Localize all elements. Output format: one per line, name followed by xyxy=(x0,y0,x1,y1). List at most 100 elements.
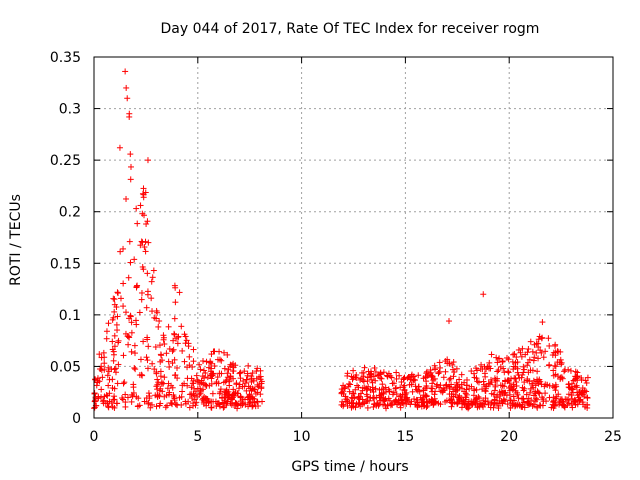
data-point xyxy=(216,370,223,377)
data-point xyxy=(137,242,144,249)
data-point xyxy=(506,380,513,387)
data-point xyxy=(402,391,409,398)
data-point xyxy=(214,374,221,381)
data-point xyxy=(525,369,532,376)
data-point xyxy=(145,390,152,397)
data-point xyxy=(128,348,135,355)
data-point xyxy=(120,352,127,359)
data-point xyxy=(372,385,379,392)
data-point xyxy=(114,327,121,334)
data-point xyxy=(523,391,530,398)
data-point xyxy=(549,352,556,359)
data-point xyxy=(200,380,207,387)
data-point xyxy=(111,343,118,350)
data-point xyxy=(105,364,112,371)
data-point xyxy=(132,366,139,373)
data-point xyxy=(115,361,122,368)
data-point xyxy=(484,398,491,405)
data-point xyxy=(186,404,193,411)
x-tick-label: 15 xyxy=(396,429,414,445)
data-point xyxy=(535,355,542,362)
data-point xyxy=(153,370,160,377)
data-point xyxy=(179,347,186,354)
data-point xyxy=(156,342,163,349)
data-point xyxy=(99,374,106,381)
data-point xyxy=(139,372,146,379)
data-point xyxy=(109,403,116,410)
data-point xyxy=(557,348,564,355)
data-point xyxy=(427,367,434,374)
data-point xyxy=(153,403,160,410)
data-point xyxy=(99,398,106,405)
data-point xyxy=(415,383,422,390)
data-point xyxy=(134,403,141,410)
data-point xyxy=(496,355,503,362)
data-point xyxy=(149,274,156,281)
y-tick-label: 0.2 xyxy=(59,205,81,221)
data-point xyxy=(111,301,118,308)
data-point xyxy=(150,267,157,274)
data-point xyxy=(397,404,404,411)
data-point xyxy=(127,163,134,170)
data-point xyxy=(431,366,438,373)
data-point xyxy=(340,401,347,408)
data-point xyxy=(436,359,443,366)
data-point xyxy=(225,388,232,395)
data-point xyxy=(134,220,141,227)
data-point xyxy=(535,389,542,396)
data-point xyxy=(474,367,481,374)
data-point xyxy=(570,377,577,384)
data-point xyxy=(141,398,148,405)
data-point xyxy=(196,361,203,368)
data-point xyxy=(540,398,547,405)
data-point xyxy=(435,400,442,407)
data-point xyxy=(157,400,164,407)
y-axis-label: ROTI / TECUs xyxy=(8,194,24,286)
data-point xyxy=(230,360,237,367)
data-point xyxy=(542,390,549,397)
data-point xyxy=(141,244,148,251)
data-point xyxy=(105,382,112,389)
data-point xyxy=(343,396,350,403)
data-point xyxy=(481,381,488,388)
data-point xyxy=(245,403,252,410)
data-point xyxy=(408,398,415,405)
x-tick-label: 20 xyxy=(500,429,518,445)
data-point xyxy=(417,394,424,401)
data-point xyxy=(565,397,572,404)
data-point xyxy=(401,382,408,389)
data-point xyxy=(445,318,452,325)
data-point xyxy=(110,396,117,403)
data-point xyxy=(181,331,188,338)
data-point xyxy=(129,393,136,400)
data-point xyxy=(111,366,118,373)
data-point xyxy=(344,397,351,404)
data-point xyxy=(171,356,178,363)
data-point xyxy=(535,380,542,387)
data-point xyxy=(119,395,126,402)
data-point xyxy=(106,390,113,397)
data-point xyxy=(174,375,181,382)
data-point xyxy=(134,282,141,289)
data-point xyxy=(494,368,501,375)
data-point xyxy=(533,340,540,347)
data-point xyxy=(473,375,480,382)
data-point xyxy=(203,382,210,389)
data-point xyxy=(481,370,488,377)
data-point xyxy=(380,369,387,376)
data-point xyxy=(393,391,400,398)
data-point xyxy=(108,400,115,407)
data-point xyxy=(254,399,261,406)
data-point xyxy=(532,398,539,405)
data-point xyxy=(552,363,559,370)
data-point xyxy=(552,371,559,378)
data-point xyxy=(454,386,461,393)
data-point xyxy=(358,390,365,397)
data-point xyxy=(499,400,506,407)
data-point xyxy=(197,366,204,373)
data-point xyxy=(91,398,98,405)
data-point xyxy=(454,399,461,406)
data-point xyxy=(364,404,371,411)
grid xyxy=(94,57,613,418)
data-point xyxy=(106,376,113,383)
